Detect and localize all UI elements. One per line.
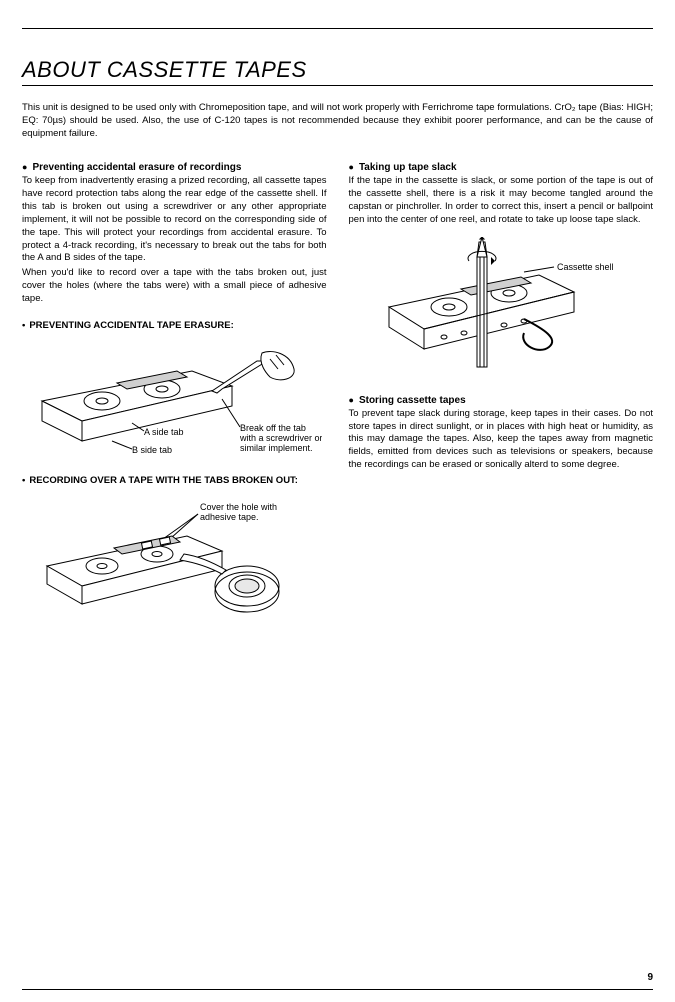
right-column: Taking up tape slack If the tape in the … <box>349 160 654 631</box>
page: ABOUT CASSETTE TAPES This unit is design… <box>0 0 675 1002</box>
paragraph-prevent-2: When you'd like to record over a tape wi… <box>22 267 327 305</box>
heading-storing: Storing cassette tapes <box>349 395 654 406</box>
label-break-tab-1: Break off the tab <box>240 423 306 433</box>
figure-tape-slack: Cassette shell <box>349 237 654 377</box>
label-cover-hole-2: adhesive tape. <box>200 512 259 522</box>
left-column: Preventing accidental erasure of recordi… <box>22 160 327 631</box>
label-break-tab-2: with a screwdriver or <box>239 433 322 443</box>
label-b-side-tab: B side tab <box>132 445 172 455</box>
paragraph-slack: If the tape in the cassette is slack, or… <box>349 175 654 226</box>
figure-cover-hole: Cover the hole with adhesive tape. <box>22 496 327 626</box>
cassette-pencil-illustration: Cassette shell <box>349 237 639 377</box>
subheading-record-over: RECORDING OVER A TAPE WITH THE TABS BROK… <box>22 475 327 486</box>
intro-paragraph: This unit is designed to be used only wi… <box>22 102 653 140</box>
label-cassette-shell: Cassette shell <box>557 262 614 272</box>
page-title: ABOUT CASSETTE TAPES <box>22 57 653 86</box>
paragraph-storing: To prevent tape slack during storage, ke… <box>349 408 654 472</box>
label-cover-hole-1: Cover the hole with <box>200 502 277 512</box>
label-a-side-tab: A side tab <box>144 427 184 437</box>
two-column-layout: Preventing accidental erasure of recordi… <box>22 160 653 631</box>
label-break-tab-3: similar implement. <box>240 443 313 453</box>
bottom-rule <box>22 989 653 990</box>
heading-prevent-erasure: Preventing accidental erasure of recordi… <box>22 162 327 173</box>
cassette-break-tab-illustration: A side tab B side tab Break off the tab … <box>22 341 322 461</box>
paragraph-prevent-1: To keep from inadvertently erasing a pri… <box>22 175 327 265</box>
figure-break-tab: A side tab B side tab Break off the tab … <box>22 341 327 461</box>
subheading-prevent-erasure: PREVENTING ACCIDENTAL TAPE ERASURE: <box>22 320 327 331</box>
page-number: 9 <box>22 972 653 983</box>
cassette-cover-hole-illustration: Cover the hole with adhesive tape. <box>22 496 322 626</box>
heading-tape-slack: Taking up tape slack <box>349 162 654 173</box>
top-rule <box>22 28 653 29</box>
